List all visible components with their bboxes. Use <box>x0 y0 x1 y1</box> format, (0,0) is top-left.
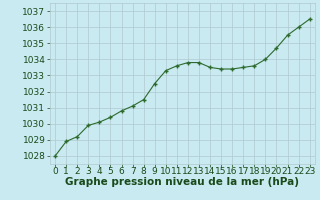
X-axis label: Graphe pression niveau de la mer (hPa): Graphe pression niveau de la mer (hPa) <box>65 177 300 187</box>
